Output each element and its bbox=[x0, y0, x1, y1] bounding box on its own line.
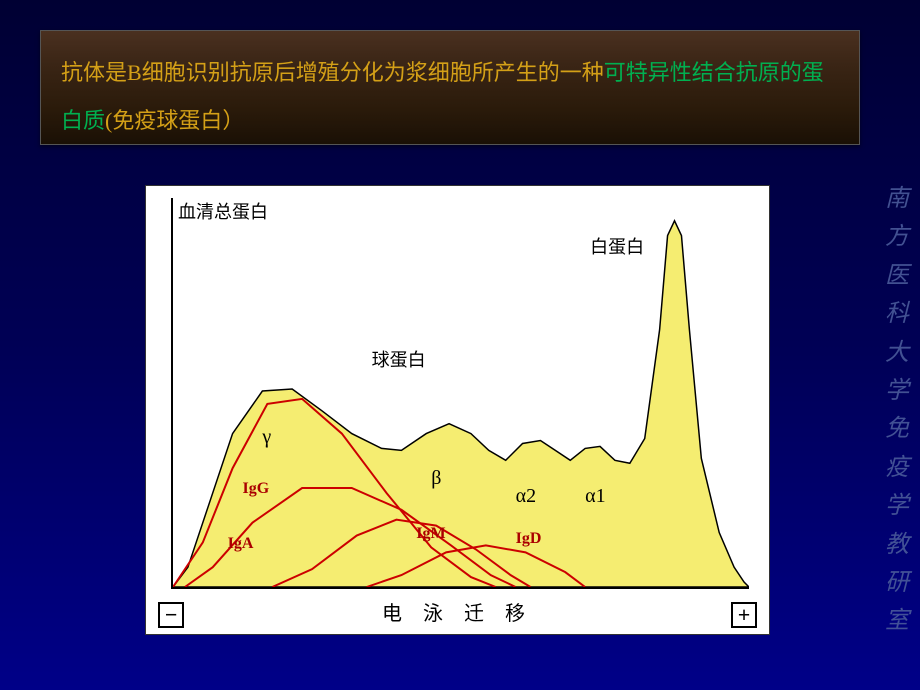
chart-plot-area: 血清总蛋白 球蛋白 白蛋白 γ β α2 α1 IgG IgA IgM IgD bbox=[171, 198, 749, 589]
igm-label: IgM bbox=[416, 525, 445, 543]
albumin-label: 白蛋白 bbox=[590, 233, 644, 259]
title-seg1: 抗体是 bbox=[61, 60, 127, 85]
iga-label: IgA bbox=[228, 535, 254, 553]
watermark-text: 南方医科大学免疫学教研室 bbox=[882, 180, 912, 641]
title-seg2: B bbox=[127, 60, 142, 85]
alpha1-label: α1 bbox=[585, 485, 605, 508]
igd-label: IgD bbox=[516, 530, 542, 548]
chart-svg bbox=[173, 198, 749, 587]
title-seg5: (免疫球蛋白） bbox=[105, 108, 244, 133]
title-box: 抗体是B细胞识别抗原后增殖分化为浆细胞所产生的一种可特异性结合抗原的蛋白质(免疫… bbox=[40, 30, 860, 145]
beta-label: β bbox=[431, 467, 441, 490]
chart-container: 血清总蛋白 球蛋白 白蛋白 γ β α2 α1 IgG IgA IgM IgD … bbox=[145, 185, 770, 635]
globulin-label: 球蛋白 bbox=[372, 346, 426, 372]
gamma-label: γ bbox=[262, 426, 271, 449]
y-axis-label: 血清总蛋白 bbox=[178, 198, 268, 224]
x-axis-label: 电 泳 迁 移 bbox=[146, 597, 769, 626]
title-seg3: 细胞识别抗原后增殖分化为浆细胞所产生的一种 bbox=[142, 60, 604, 85]
igg-label: IgG bbox=[243, 480, 270, 498]
alpha2-label: α2 bbox=[516, 485, 536, 508]
